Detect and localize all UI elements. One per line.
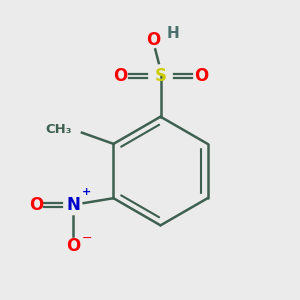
Text: S: S [154, 68, 166, 85]
Text: O: O [113, 68, 127, 85]
Text: H: H [167, 26, 179, 41]
Text: −: − [81, 232, 92, 245]
Text: O: O [66, 236, 80, 254]
Text: CH₃: CH₃ [45, 123, 71, 136]
Text: N: N [66, 196, 80, 214]
Text: +: + [82, 187, 91, 197]
Text: O: O [29, 196, 44, 214]
Text: O: O [146, 31, 161, 49]
Text: O: O [194, 68, 208, 85]
